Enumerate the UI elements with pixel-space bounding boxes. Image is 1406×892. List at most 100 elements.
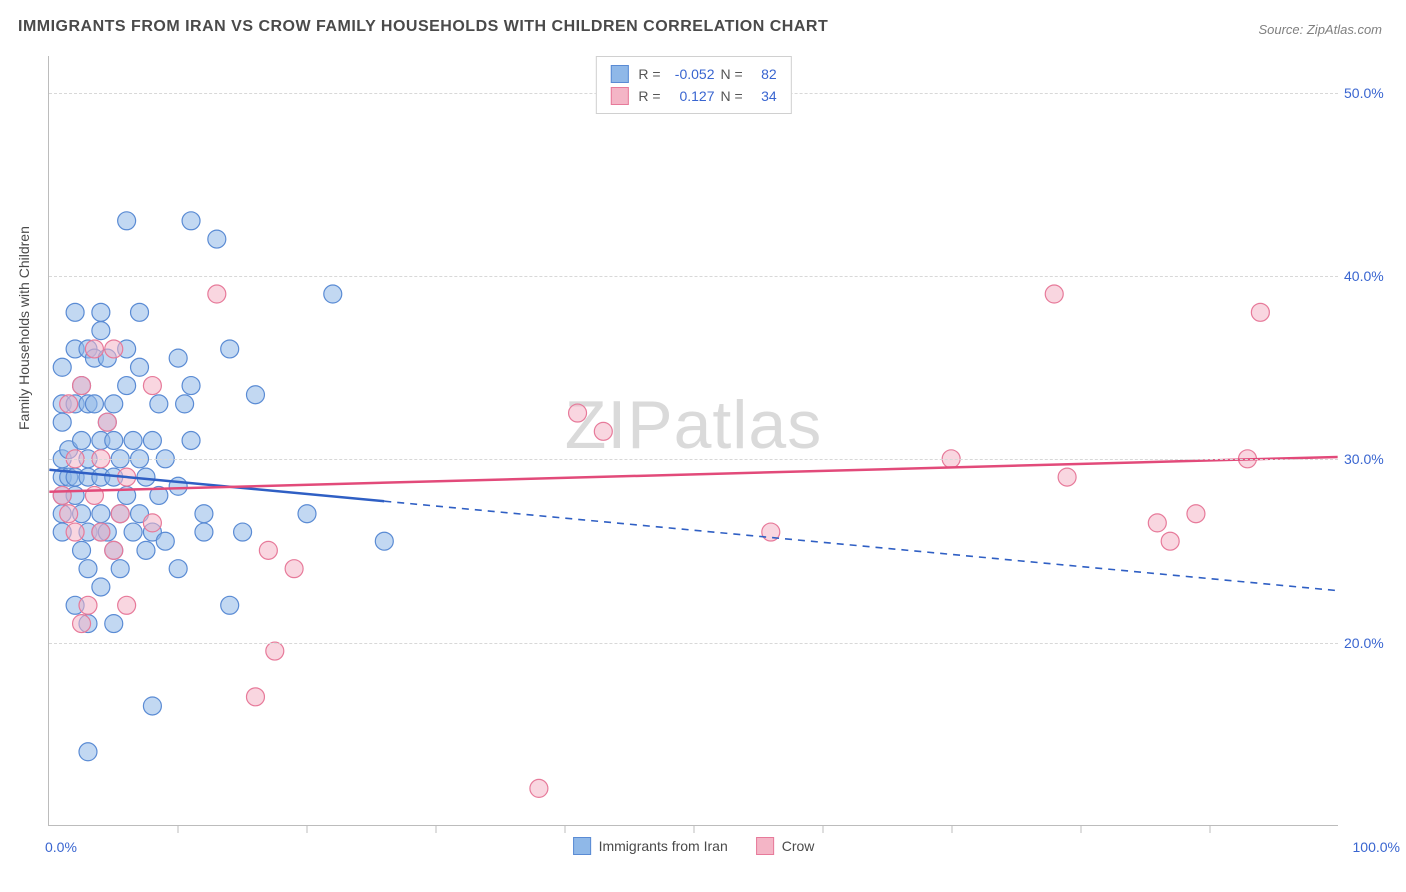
y-tick-label: 50.0% — [1344, 85, 1400, 101]
legend-bottom-swatch-1 — [756, 837, 774, 855]
scatter-point — [1161, 532, 1179, 550]
scatter-point — [92, 523, 110, 541]
scatter-point — [208, 230, 226, 248]
scatter-point — [105, 432, 123, 450]
legend-r-value-1: 0.127 — [667, 85, 715, 107]
scatter-point — [105, 340, 123, 358]
scatter-point — [79, 743, 97, 761]
scatter-point — [182, 377, 200, 395]
scatter-point — [131, 303, 149, 321]
x-tick — [1081, 825, 1082, 833]
scatter-point — [53, 413, 71, 431]
legend-n-label: N = — [721, 85, 743, 107]
scatter-point — [182, 212, 200, 230]
scatter-point — [105, 615, 123, 633]
x-tick — [1210, 825, 1211, 833]
scatter-point — [234, 523, 252, 541]
scatter-point — [156, 532, 174, 550]
scatter-point — [1058, 468, 1076, 486]
trend-line-solid — [49, 457, 1337, 492]
series-legend: Immigrants from Iran Crow — [573, 837, 815, 855]
scatter-point — [195, 505, 213, 523]
chart-plot-area: ZIPatlas R = -0.052 N = 82 R = 0.127 N =… — [48, 56, 1338, 826]
scatter-point — [594, 422, 612, 440]
scatter-point — [569, 404, 587, 422]
scatter-point — [285, 560, 303, 578]
x-tick — [952, 825, 953, 833]
scatter-point — [259, 541, 277, 559]
legend-item-0: Immigrants from Iran — [573, 837, 728, 855]
scatter-point — [92, 322, 110, 340]
scatter-point — [53, 358, 71, 376]
x-tick — [436, 825, 437, 833]
scatter-point — [73, 432, 91, 450]
scatter-point — [246, 386, 264, 404]
scatter-point — [105, 395, 123, 413]
scatter-point — [118, 596, 136, 614]
x-tick — [307, 825, 308, 833]
legend-bottom-label-0: Immigrants from Iran — [599, 838, 728, 854]
scatter-point — [111, 560, 129, 578]
scatter-point — [143, 377, 161, 395]
scatter-point — [118, 377, 136, 395]
scatter-point — [195, 523, 213, 541]
scatter-point — [66, 523, 84, 541]
scatter-point — [169, 560, 187, 578]
x-tick — [178, 825, 179, 833]
scatter-point — [66, 303, 84, 321]
legend-n-value-0: 82 — [749, 63, 777, 85]
scatter-point — [131, 358, 149, 376]
scatter-point — [169, 349, 187, 367]
scatter-point — [143, 514, 161, 532]
scatter-point — [246, 688, 264, 706]
gridline — [49, 643, 1338, 644]
scatter-point — [150, 395, 168, 413]
scatter-point — [92, 303, 110, 321]
scatter-point — [169, 477, 187, 495]
y-tick-label: 40.0% — [1344, 268, 1400, 284]
scatter-point — [298, 505, 316, 523]
scatter-point — [375, 532, 393, 550]
legend-r-label: R = — [638, 85, 660, 107]
legend-bottom-swatch-0 — [573, 837, 591, 855]
legend-r-value-0: -0.052 — [667, 63, 715, 85]
correlation-legend: R = -0.052 N = 82 R = 0.127 N = 34 — [595, 56, 791, 114]
legend-n-label: N = — [721, 63, 743, 85]
scatter-point — [118, 212, 136, 230]
scatter-point — [221, 596, 239, 614]
x-tick — [823, 825, 824, 833]
y-tick-label: 30.0% — [1344, 451, 1400, 467]
scatter-point — [98, 413, 116, 431]
x-tick — [565, 825, 566, 833]
x-axis-min-label: 0.0% — [45, 839, 77, 855]
gridline — [49, 276, 1338, 277]
scatter-point — [79, 596, 97, 614]
scatter-point — [221, 340, 239, 358]
x-tick — [694, 825, 695, 833]
legend-n-value-1: 34 — [749, 85, 777, 107]
scatter-point — [92, 578, 110, 596]
scatter-svg — [49, 56, 1338, 825]
scatter-point — [324, 285, 342, 303]
scatter-point — [60, 395, 78, 413]
scatter-point — [530, 779, 548, 797]
chart-title: IMMIGRANTS FROM IRAN VS CROW FAMILY HOUS… — [18, 18, 828, 36]
legend-swatch-1 — [610, 87, 628, 105]
legend-swatch-0 — [610, 65, 628, 83]
scatter-point — [79, 560, 97, 578]
source-attribution: Source: ZipAtlas.com — [1258, 22, 1382, 37]
scatter-point — [1187, 505, 1205, 523]
scatter-point — [73, 615, 91, 633]
scatter-point — [143, 432, 161, 450]
legend-row-series-0: R = -0.052 N = 82 — [610, 63, 776, 85]
scatter-point — [124, 523, 142, 541]
scatter-point — [176, 395, 194, 413]
scatter-point — [1148, 514, 1166, 532]
scatter-point — [73, 377, 91, 395]
scatter-point — [92, 505, 110, 523]
y-axis-label: Family Households with Children — [16, 226, 32, 430]
scatter-point — [124, 432, 142, 450]
scatter-point — [85, 395, 103, 413]
scatter-point — [105, 541, 123, 559]
scatter-point — [266, 642, 284, 660]
